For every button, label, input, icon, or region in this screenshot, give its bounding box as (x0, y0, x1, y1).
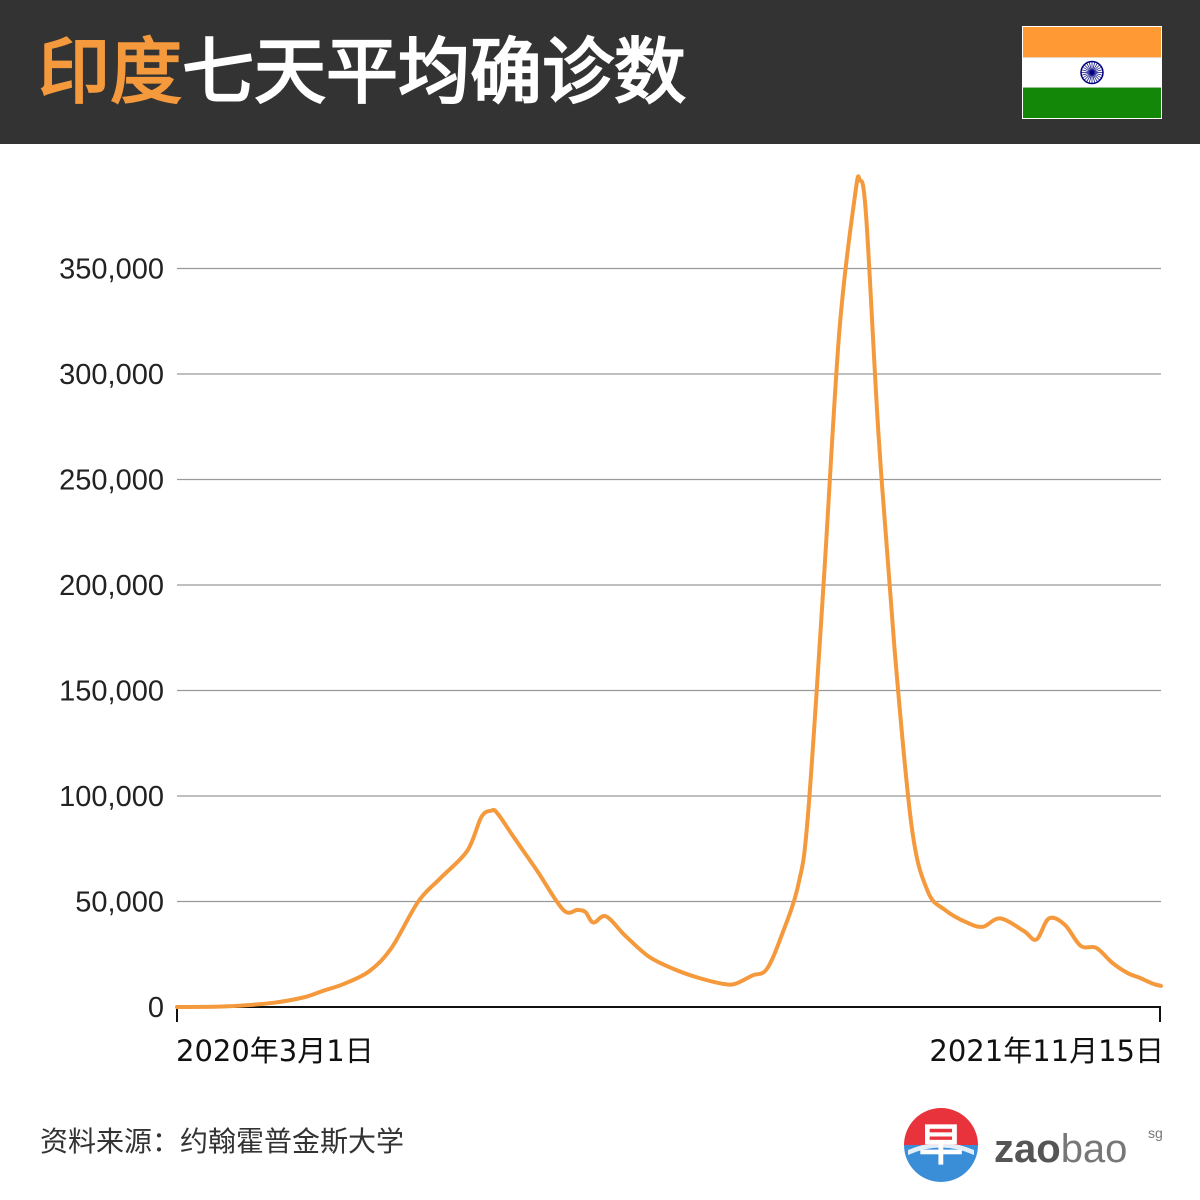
title-rest: 七天平均确诊数 (182, 30, 687, 114)
y-tick-label-0: 0 (148, 992, 164, 1024)
flag-saffron-band (1023, 27, 1161, 58)
flag-green-band (1023, 87, 1161, 118)
zaobao-logo-glyph: 早 (919, 1120, 963, 1171)
y-tick-label-350000: 350,000 (59, 254, 164, 286)
y-tick-label-250000: 250,000 (59, 465, 164, 497)
y-tick-label-150000: 150,000 (59, 676, 164, 708)
svg-text:zaobao: zaobao (994, 1127, 1127, 1171)
zaobao-logo-bao: bao (1061, 1127, 1128, 1171)
x-axis-end-label: 2021年11月15日 (929, 1034, 1164, 1068)
x-axis-start-label: 2020年3月1日 (176, 1034, 374, 1068)
y-tick-label-100000: 100,000 (59, 781, 164, 813)
series-line-daily-cases (175, 174, 1163, 1009)
y-tick-label-50000: 50,000 (75, 887, 164, 919)
header-bar: 印度七天平均确诊数 (0, 0, 1200, 144)
page-title: 印度七天平均确诊数 (38, 22, 686, 122)
y-tick-label-200000: 200,000 (59, 570, 164, 602)
zaobao-logo-sg: sg (1148, 1125, 1163, 1141)
zaobao-logo-mark: 早 (904, 1108, 978, 1182)
zaobao-logo: 早 zaobao sg (900, 1100, 1170, 1190)
source-note: 资料来源：约翰霍普金斯大学 (40, 1125, 405, 1158)
zaobao-logo-zao: zao (994, 1127, 1061, 1171)
india-flag-icon (1022, 26, 1162, 119)
title-country: 印度 (38, 30, 183, 114)
y-tick-label-300000: 300,000 (59, 359, 164, 391)
line-chart: 0 50,000 100,000 150,000 200,000 250,000 300,0… (59, 174, 1164, 1068)
ashoka-chakra-icon (1080, 60, 1104, 85)
